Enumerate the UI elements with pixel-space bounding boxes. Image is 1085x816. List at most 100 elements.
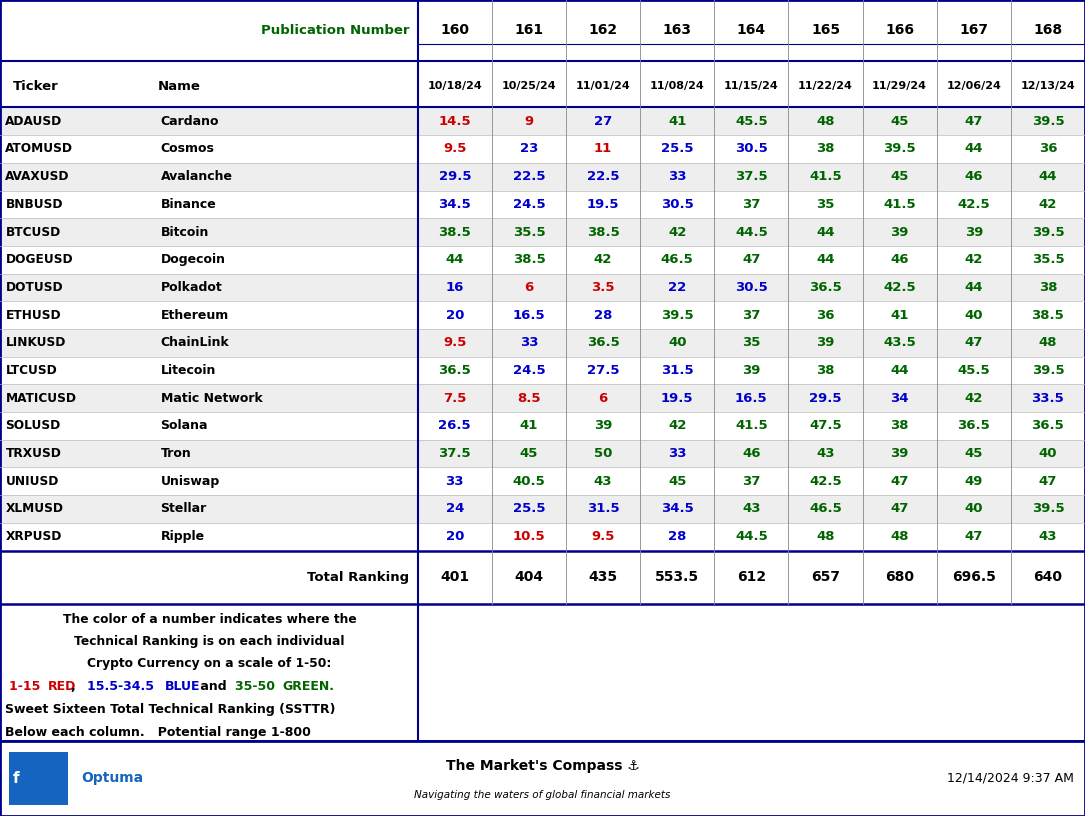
Text: 23: 23	[520, 143, 538, 156]
Text: 46: 46	[891, 253, 909, 266]
Text: BTCUSD: BTCUSD	[5, 225, 61, 238]
Text: 28: 28	[668, 530, 687, 543]
Text: 38.5: 38.5	[1032, 308, 1064, 322]
Text: ADAUSD: ADAUSD	[5, 115, 63, 128]
Text: 36: 36	[816, 308, 834, 322]
Text: 34.5: 34.5	[438, 197, 471, 211]
Text: 48: 48	[891, 530, 909, 543]
Bar	[0, 604, 1085, 741]
Text: 24.5: 24.5	[512, 364, 546, 377]
Text: 24.5: 24.5	[512, 197, 546, 211]
Text: Optuma: Optuma	[81, 771, 143, 786]
Text: Navigating the waters of global financial markets: Navigating the waters of global financia…	[414, 790, 671, 800]
Bar	[9, 752, 68, 805]
Text: 40: 40	[965, 503, 983, 516]
Text: 37: 37	[742, 197, 761, 211]
Text: 39: 39	[965, 225, 983, 238]
Text: ATOMUSD: ATOMUSD	[5, 143, 74, 156]
Text: f: f	[13, 771, 20, 786]
Text: 680: 680	[885, 570, 915, 584]
Text: 167: 167	[959, 24, 988, 38]
Text: 38: 38	[891, 419, 909, 432]
Text: 43: 43	[593, 475, 612, 488]
Text: 42: 42	[593, 253, 612, 266]
Text: 39.5: 39.5	[1032, 364, 1064, 377]
Text: 47: 47	[891, 503, 909, 516]
Text: UNIUSD: UNIUSD	[5, 475, 59, 488]
Text: 39: 39	[593, 419, 612, 432]
Text: Matic Network: Matic Network	[161, 392, 263, 405]
Text: 39.5: 39.5	[1032, 225, 1064, 238]
Text: 47: 47	[891, 475, 909, 488]
Text: 19.5: 19.5	[661, 392, 693, 405]
Text: 11/22/24: 11/22/24	[799, 82, 853, 91]
Text: 162: 162	[588, 24, 617, 38]
Bar	[0, 0, 1085, 60]
Text: LTCUSD: LTCUSD	[5, 364, 58, 377]
Text: 11/15/24: 11/15/24	[724, 82, 779, 91]
Text: 38.5: 38.5	[438, 225, 471, 238]
Text: 38: 38	[1038, 281, 1057, 294]
Text: 36.5: 36.5	[957, 419, 991, 432]
Text: 39.5: 39.5	[1032, 115, 1064, 128]
Text: BLUE: BLUE	[165, 681, 201, 694]
Text: 44: 44	[816, 225, 834, 238]
Text: 12/06/24: 12/06/24	[946, 82, 1001, 91]
Text: Binance: Binance	[161, 197, 216, 211]
Text: 42.5: 42.5	[957, 197, 991, 211]
Text: 19.5: 19.5	[587, 197, 620, 211]
Text: Total Ranking: Total Ranking	[307, 570, 409, 583]
Text: 12/13/24: 12/13/24	[1021, 82, 1075, 91]
Bar	[0, 329, 1085, 357]
Text: 27.5: 27.5	[587, 364, 620, 377]
Text: 9.5: 9.5	[443, 143, 467, 156]
Text: 39.5: 39.5	[883, 143, 916, 156]
Text: 11/29/24: 11/29/24	[872, 82, 928, 91]
Text: 30.5: 30.5	[735, 281, 768, 294]
Text: Tron: Tron	[161, 447, 191, 460]
Text: 38: 38	[816, 364, 834, 377]
Bar	[0, 108, 1085, 135]
Text: 45: 45	[668, 475, 687, 488]
Text: 9.5: 9.5	[443, 336, 467, 349]
Text: Sweet Sixteen Total Technical Ranking (SSTTR): Sweet Sixteen Total Technical Ranking (S…	[5, 703, 336, 716]
Text: 46: 46	[742, 447, 761, 460]
Text: 47: 47	[965, 115, 983, 128]
Bar	[0, 357, 1085, 384]
Text: 47: 47	[742, 253, 761, 266]
Text: 22.5: 22.5	[513, 171, 545, 183]
Text: 41.5: 41.5	[809, 171, 842, 183]
Text: 39.5: 39.5	[1032, 503, 1064, 516]
Text: Cosmos: Cosmos	[161, 143, 215, 156]
Text: 45: 45	[891, 171, 909, 183]
Text: 27: 27	[593, 115, 612, 128]
Text: XRPUSD: XRPUSD	[5, 530, 62, 543]
Text: BNBUSD: BNBUSD	[5, 197, 63, 211]
Text: 22.5: 22.5	[587, 171, 620, 183]
Text: 41: 41	[891, 308, 909, 322]
Text: 39: 39	[742, 364, 761, 377]
Text: 657: 657	[810, 570, 840, 584]
Text: 33: 33	[668, 171, 687, 183]
Text: 40: 40	[1038, 447, 1057, 460]
Text: 36.5: 36.5	[587, 336, 620, 349]
Text: 34: 34	[891, 392, 909, 405]
Text: RED: RED	[48, 681, 76, 694]
Text: 404: 404	[514, 570, 544, 584]
Text: 45: 45	[965, 447, 983, 460]
Text: ,: ,	[72, 681, 80, 694]
Text: 37.5: 37.5	[438, 447, 471, 460]
Text: 31.5: 31.5	[587, 503, 620, 516]
Text: 46: 46	[965, 171, 983, 183]
Bar	[0, 163, 1085, 190]
Text: 16.5: 16.5	[512, 308, 546, 322]
Text: 36.5: 36.5	[809, 281, 842, 294]
Text: 42: 42	[668, 419, 687, 432]
Text: 42: 42	[668, 225, 687, 238]
Text: 166: 166	[885, 24, 915, 38]
Text: 553.5: 553.5	[655, 570, 700, 584]
Text: 26.5: 26.5	[438, 419, 471, 432]
Text: 37: 37	[742, 475, 761, 488]
Text: 3.5: 3.5	[591, 281, 615, 294]
Text: 35-50: 35-50	[235, 681, 280, 694]
